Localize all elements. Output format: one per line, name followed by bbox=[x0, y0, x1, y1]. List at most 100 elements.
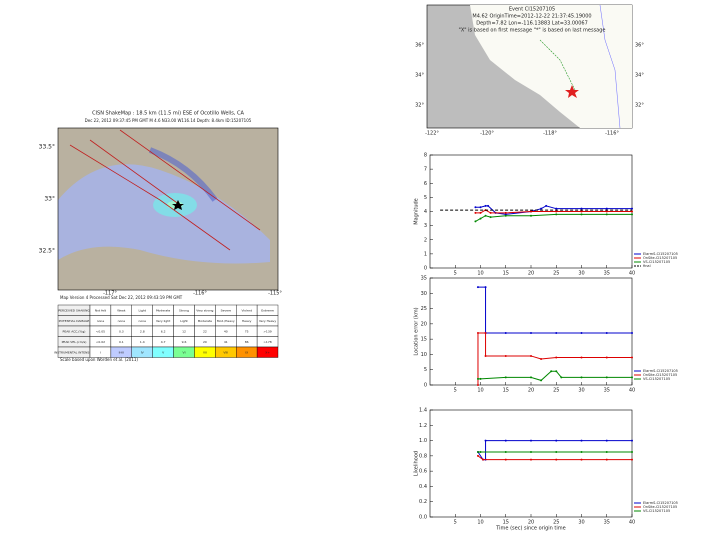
table-text: Very light bbox=[156, 319, 171, 323]
marker bbox=[580, 207, 583, 210]
x-tick-label: 15 bbox=[503, 388, 509, 394]
y-tick-label: 0 bbox=[424, 266, 427, 272]
x-tick-label: 5 bbox=[454, 520, 457, 526]
marker bbox=[479, 377, 482, 380]
table-text: <0.05 bbox=[96, 329, 105, 333]
lat-label: 33° bbox=[44, 196, 55, 203]
x-tick-label: 20 bbox=[528, 388, 534, 394]
y-tick-label: 8 bbox=[424, 153, 427, 159]
marker bbox=[476, 454, 479, 457]
table-text: Very Heavy bbox=[259, 319, 276, 323]
x-tick-label: 15 bbox=[503, 271, 509, 277]
table-text: V bbox=[162, 350, 165, 354]
marker bbox=[504, 213, 507, 216]
x-tick-label: 10 bbox=[477, 388, 483, 394]
scale-note: Scale based upon Worden et al. (2011) bbox=[60, 357, 138, 362]
table-text: IV bbox=[141, 350, 145, 354]
table-text: 0.3 bbox=[119, 329, 124, 333]
y-axis-label: Magnitude bbox=[414, 198, 420, 225]
y-tick-label: 1.4 bbox=[419, 408, 427, 414]
table-text: I bbox=[100, 350, 101, 354]
salton-sea bbox=[148, 147, 218, 202]
marker bbox=[479, 451, 482, 454]
marker bbox=[489, 211, 492, 214]
table-text: Severe bbox=[221, 308, 232, 312]
marker bbox=[476, 451, 479, 454]
marker bbox=[605, 451, 608, 454]
x-tick-label: 40 bbox=[629, 271, 635, 277]
table-text: 40 bbox=[224, 329, 228, 333]
marker bbox=[540, 358, 543, 361]
table-text: 22 bbox=[203, 329, 207, 333]
marker bbox=[504, 439, 507, 442]
marker bbox=[530, 451, 532, 454]
y-tick-label: 1.0 bbox=[419, 438, 427, 444]
lon-label: -116° bbox=[605, 131, 619, 137]
marker bbox=[555, 370, 558, 373]
x-tick-label: 30 bbox=[578, 271, 584, 277]
table-text: II-III bbox=[119, 350, 125, 354]
marker bbox=[605, 213, 608, 216]
x-tick-label: 20 bbox=[528, 520, 534, 526]
legend-label: VS-CI15207105 bbox=[643, 509, 670, 513]
marker bbox=[605, 458, 608, 461]
marker bbox=[540, 379, 543, 382]
y-tick-label: 0.0 bbox=[419, 515, 427, 521]
marker bbox=[530, 214, 532, 217]
table-text: 2.8 bbox=[140, 329, 145, 333]
marker bbox=[479, 211, 482, 214]
table-text: 0.1 bbox=[119, 340, 124, 344]
marker bbox=[580, 376, 583, 379]
marker bbox=[479, 217, 482, 220]
x-tick-label: 10 bbox=[477, 520, 483, 526]
marker bbox=[476, 332, 479, 335]
marker bbox=[605, 376, 608, 379]
marker bbox=[504, 376, 507, 379]
marker bbox=[605, 356, 608, 359]
lat-label: 32.5° bbox=[39, 248, 55, 255]
x-tick-label: 30 bbox=[578, 388, 584, 394]
marker bbox=[631, 213, 633, 216]
table-text: Very strong bbox=[196, 308, 213, 312]
series-line bbox=[477, 455, 632, 461]
marker bbox=[487, 204, 490, 207]
x-tick-label: 25 bbox=[553, 271, 559, 277]
marker bbox=[476, 377, 479, 380]
x-tick-label: 40 bbox=[629, 520, 635, 526]
legend-label: VS-CI15207105 bbox=[643, 377, 670, 381]
marker bbox=[580, 439, 583, 442]
marker bbox=[476, 286, 479, 289]
table-text: 9.6 bbox=[182, 340, 187, 344]
marker bbox=[504, 451, 507, 454]
marker bbox=[484, 354, 487, 357]
y-tick-label: 5 bbox=[424, 195, 427, 201]
marker bbox=[631, 332, 633, 335]
table-text: INSTRUMENTAL INTENSITY bbox=[54, 350, 94, 354]
fault bbox=[539, 39, 576, 91]
lon-label: -120° bbox=[480, 131, 494, 137]
marker bbox=[484, 214, 487, 217]
lat-label: 34° bbox=[415, 73, 424, 79]
table-text: 20 bbox=[203, 340, 207, 344]
marker bbox=[484, 204, 487, 207]
shakemap-subtitle: Dec 22, 2012 09:37:45 PM GMT M 4.6 N33.0… bbox=[85, 118, 252, 123]
table-text: Moderate bbox=[198, 319, 212, 323]
land bbox=[470, 5, 632, 128]
lat-label: 36° bbox=[635, 43, 644, 49]
table-text: <0.02 bbox=[96, 340, 105, 344]
table-text: Strong bbox=[179, 308, 189, 312]
lon-label: -116° bbox=[193, 291, 207, 297]
y-tick-label: 7 bbox=[424, 167, 427, 173]
y-tick-label: 3 bbox=[424, 223, 427, 229]
marker bbox=[479, 206, 482, 209]
legend-label: OnSite-CI15207105 bbox=[643, 505, 677, 509]
marker bbox=[504, 458, 507, 461]
marker bbox=[580, 356, 583, 359]
marker bbox=[555, 439, 558, 442]
x-tick-label: 20 bbox=[528, 271, 534, 277]
y-axis-label: Likelihood bbox=[414, 451, 420, 476]
marker bbox=[605, 332, 608, 335]
y-tick-label: 35 bbox=[421, 276, 427, 282]
shakemap-footer: Map Version 4 Processed Sat Dec 22, 2012… bbox=[60, 295, 183, 300]
